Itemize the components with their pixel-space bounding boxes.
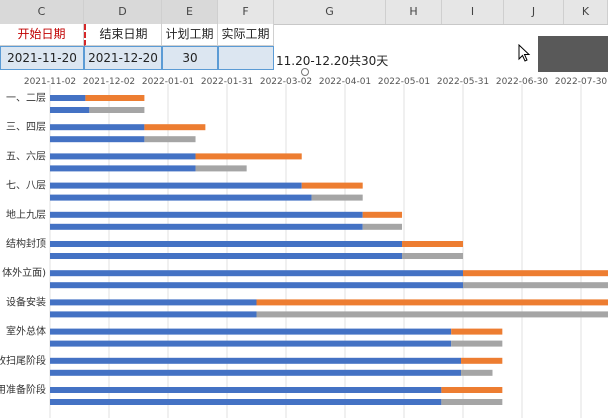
planned-bar xyxy=(50,328,452,335)
column-header-row: C D E F G H I J K xyxy=(0,0,608,25)
x-tick-label: 2022-07-30 xyxy=(555,77,608,87)
actual-remaining-bar xyxy=(463,282,608,289)
overrun-bar xyxy=(256,299,608,306)
category-label: 三、四层 xyxy=(6,121,46,133)
x-tick-label: 2022-01-31 xyxy=(201,77,253,87)
header-planned-duration[interactable]: 计划工期 xyxy=(162,24,218,46)
column-header-f[interactable]: F xyxy=(218,0,274,24)
actual-remaining-bar xyxy=(195,165,247,172)
category-label: 收扫尾阶段 xyxy=(0,354,46,367)
actual-remaining-bar xyxy=(144,136,196,143)
planned-bar xyxy=(50,270,463,277)
overrun-bar xyxy=(362,211,403,218)
category-label: 室外总体 xyxy=(6,325,46,338)
category-label: 地上九层 xyxy=(6,208,46,221)
header-actual-duration[interactable]: 实际工期 xyxy=(218,24,274,46)
actual-progress-bar xyxy=(50,340,452,347)
column-header-e[interactable]: E xyxy=(162,0,218,24)
planned-bar xyxy=(50,153,196,160)
x-tick-label: 2022-05-01 xyxy=(378,77,430,87)
actual-progress-bar xyxy=(50,253,403,259)
actual-remaining-bar xyxy=(311,194,363,201)
overrun-bar xyxy=(402,241,463,247)
overrun-bar xyxy=(441,387,503,393)
actual-remaining-bar xyxy=(89,107,145,113)
overrun-bar xyxy=(451,328,503,335)
overrun-bar xyxy=(463,270,608,277)
category-label: 一、二层 xyxy=(6,92,46,104)
actual-progress-bar xyxy=(50,165,196,172)
actual-remaining-bar xyxy=(256,311,608,318)
category-label: 五、六层 xyxy=(6,150,46,162)
x-tick-label: 2022-06-30 xyxy=(496,77,549,87)
actual-remaining-bar xyxy=(362,223,403,230)
x-tick-label: 2021-12-02 xyxy=(83,77,135,87)
actual-remaining-bar xyxy=(451,340,503,347)
category-label: 用准备阶段 xyxy=(0,383,46,396)
category-label: 结构封顶 xyxy=(6,237,46,250)
column-header-i[interactable]: I xyxy=(442,0,504,24)
x-tick-label: 2022-04-01 xyxy=(319,77,371,87)
actual-remaining-bar xyxy=(402,253,463,259)
x-tick-label: 2022-03-02 xyxy=(260,77,312,87)
dark-shape[interactable] xyxy=(538,36,608,72)
gantt-chart: 2021-11-02 2021-12-02 2022-01-01 2022-01-31… xyxy=(0,77,608,418)
cell-end-date[interactable]: 2021-12-20 xyxy=(84,46,162,70)
planned-bar xyxy=(50,387,442,393)
column-header-d[interactable]: D xyxy=(84,0,162,24)
overrun-bar xyxy=(85,95,145,101)
overrun-bar xyxy=(461,357,503,364)
actual-progress-bar xyxy=(50,194,312,201)
planned-bar xyxy=(50,182,302,189)
cell-actual-duration[interactable] xyxy=(218,46,274,70)
actual-progress-bar xyxy=(50,399,442,405)
actual-remaining-bar xyxy=(461,369,493,376)
column-header-k[interactable]: K xyxy=(564,0,608,24)
cell-planned-duration[interactable]: 30 xyxy=(162,46,218,70)
cell-start-date[interactable]: 2021-11-20 xyxy=(0,46,84,70)
category-label: 设备安装 xyxy=(6,295,46,308)
planned-bar xyxy=(50,124,145,131)
overrun-bar xyxy=(195,153,302,160)
column-header-c[interactable]: C xyxy=(0,0,84,24)
overrun-bar xyxy=(301,182,363,189)
actual-progress-bar xyxy=(50,223,363,230)
header-end-date[interactable]: 结束日期 xyxy=(84,24,162,46)
overrun-bar xyxy=(144,124,206,131)
resize-handle[interactable] xyxy=(301,68,309,76)
category-label: 七、八层 xyxy=(6,180,46,192)
planned-bar xyxy=(50,241,403,247)
actual-progress-bar xyxy=(50,311,257,318)
x-tick-label: 2021-11-02 xyxy=(24,77,76,87)
x-tick-label: 2022-05-31 xyxy=(437,77,489,87)
actual-progress-bar xyxy=(50,107,90,113)
planned-bar xyxy=(50,95,86,101)
actual-progress-bar xyxy=(50,282,463,289)
header-start-date[interactable]: 开始日期 xyxy=(0,24,84,46)
x-tick-label: 2022-01-01 xyxy=(142,77,194,87)
actual-progress-bar xyxy=(50,369,462,376)
planned-bar xyxy=(50,299,257,306)
planned-bar xyxy=(50,357,462,364)
column-header-h[interactable]: H xyxy=(386,0,442,24)
actual-progress-bar xyxy=(50,136,145,143)
column-header-g[interactable]: G xyxy=(274,0,386,24)
duration-note: 11.20-12.20共30天 xyxy=(276,54,389,68)
actual-remaining-bar xyxy=(441,399,503,405)
category-label: 体外立面) xyxy=(2,266,46,279)
column-header-j[interactable]: J xyxy=(504,0,564,24)
planned-bar xyxy=(50,211,363,218)
mouse-cursor-icon xyxy=(518,44,531,62)
